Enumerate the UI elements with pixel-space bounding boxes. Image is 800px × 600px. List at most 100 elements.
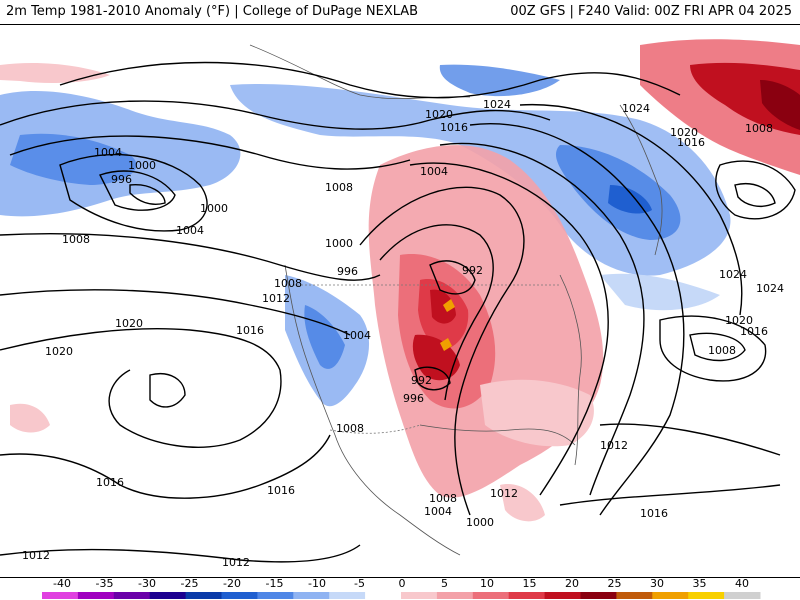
isobar-1020-pacific — [0, 328, 282, 448]
gulf-coastline — [419, 424, 576, 446]
isobar-1016-north — [9, 135, 411, 170]
cold-anomaly-arctic — [439, 64, 560, 97]
colorbar-swatch — [149, 592, 187, 599]
colorbar-swatch — [221, 592, 258, 599]
colorbar-swatch — [688, 592, 725, 599]
colorbar-swatch — [293, 592, 330, 599]
isobar-996-trough — [379, 224, 494, 401]
anomaly-fill-layer — [0, 39, 800, 522]
isobar-label: 1008 — [429, 492, 457, 505]
isobar-1004-aleutian — [59, 153, 208, 232]
colorbar-swatch — [185, 592, 222, 599]
colorbar-swatch — [580, 592, 617, 599]
warm-anomaly-caribbean — [500, 484, 545, 522]
isobar-1020-pacific-high — [149, 373, 186, 408]
isobar-label: 1008 — [745, 122, 773, 135]
isobar-1020-atlantic — [599, 423, 781, 456]
anomaly-map: 1004 1000 996 1000 1004 1008 1020 1016 1… — [0, 24, 800, 578]
isobar-label: 1000 — [466, 516, 494, 529]
isobar-label: 1016 — [440, 121, 468, 134]
isobar-label: 996 — [403, 392, 424, 405]
colorbar-tick-label: 35 — [693, 577, 707, 590]
colorbar-tick-label: -40 — [53, 577, 71, 590]
isobar-label: 1016 — [236, 324, 264, 337]
isobar-label: 1000 — [128, 159, 156, 172]
colorbar-swatch — [77, 592, 115, 599]
extreme-warm-spot-north — [443, 299, 455, 312]
isobar-992-north-atlantic — [715, 160, 796, 220]
isobar-992-low-north — [429, 260, 476, 295]
isobar-1016-pacific — [0, 434, 331, 499]
colorbar-tick-label: 20 — [565, 577, 579, 590]
isobar-label: 1020 — [425, 108, 453, 121]
isobar-label: 1012 — [22, 549, 50, 562]
model-run-info: 00Z GFS | F240 Valid: 00Z FRI APR 04 202… — [510, 4, 792, 19]
isobar-1008-east — [439, 142, 645, 496]
isobar-label: 1012 — [600, 439, 628, 452]
colorbar-tick-label: -5 — [354, 577, 365, 590]
warm-anomaly-plains-core-north — [430, 289, 456, 324]
map-title: 2m Temp 1981-2010 Anomaly (°F) | College… — [6, 4, 419, 19]
colorbar-tick-label: 15 — [523, 577, 537, 590]
colorbar-tick-label: 25 — [608, 577, 622, 590]
warm-anomaly-southeast — [480, 379, 594, 447]
colorbar-tick-label: 0 — [399, 577, 406, 590]
isobar-label: 1012 — [222, 556, 250, 569]
colorbar-swatch — [436, 592, 474, 599]
isobar-label: 996 — [337, 265, 358, 278]
isobar-988-north-atlantic — [734, 183, 776, 207]
isobar-992-low-south — [414, 366, 451, 391]
isobar-label: 1024 — [483, 98, 511, 111]
isobar-label: 1004 — [94, 146, 122, 159]
colorbar-tick-label: -25 — [181, 577, 199, 590]
colorbar-tick-label: -30 — [138, 577, 156, 590]
colorbar-tick-label: 40 — [735, 577, 749, 590]
colorbar-svg: -40 -35 -30 -25 -20 -15 -10 -5 0 5 10 15 20 25 30 35 40 — [42, 577, 761, 599]
isobar-label: 1008 — [708, 344, 736, 357]
isobar-1012-pacific — [0, 289, 351, 336]
colorbar-tick-label: -15 — [266, 577, 284, 590]
isobar-1012-atlantic-low — [659, 315, 767, 382]
isobar-label: 992 — [411, 374, 432, 387]
isobar-1000-aleutian — [99, 170, 176, 211]
atlantic-coastline — [559, 274, 582, 466]
colorbar-tick-label: 10 — [480, 577, 494, 590]
isobar-label: 1004 — [176, 224, 204, 237]
isobar-label: 1020 — [725, 314, 753, 327]
colorbar-swatch — [472, 592, 510, 599]
isobar-1016-east — [519, 103, 743, 316]
isobar-1008-atlantic-low — [689, 332, 746, 362]
isobar-label: 1016 — [267, 484, 295, 497]
colorbar-tick-label: -10 — [308, 577, 326, 590]
colorbar-tick-label: 5 — [441, 577, 448, 590]
isobar-1020-north — [0, 100, 551, 130]
colorbar-swatch — [401, 592, 438, 599]
isobar-label: 1008 — [62, 233, 90, 246]
isobar-1004-east — [409, 162, 609, 496]
colorbar-swatch — [257, 592, 294, 599]
isobar-label: 1012 — [262, 292, 290, 305]
colorbar-swatch — [365, 592, 402, 599]
isobar-1000-trough — [359, 186, 525, 516]
colorbar-swatch — [652, 592, 689, 599]
isobar-label: 1016 — [96, 476, 124, 489]
isobar-996-aleutian — [129, 184, 166, 205]
colorbar-tick-label: -20 — [223, 577, 241, 590]
colorbar-tick-label: 30 — [650, 577, 664, 590]
isobar-1024-north — [59, 61, 681, 99]
isobar-label: 1004 — [424, 505, 452, 518]
isobar-label: 1000 — [325, 237, 353, 250]
warm-anomaly-greenland-core — [690, 62, 800, 135]
isobar-label: 1024 — [622, 102, 650, 115]
isobar-label: 1004 — [420, 165, 448, 178]
isobar-label: 1016 — [677, 136, 705, 149]
isobar-label: 1024 — [719, 268, 747, 281]
cold-anomaly-canada — [230, 84, 731, 276]
anomaly-colorbar: -40 -35 -30 -25 -20 -15 -10 -5 0 5 10 15 20 25 30 35 40 — [0, 577, 800, 600]
isobar-label: 1008 — [336, 422, 364, 435]
isobar-label: 996 — [111, 173, 132, 186]
isobar-label: 1016 — [640, 507, 668, 520]
us-mexico-border — [329, 424, 421, 434]
colorbar-swatch — [113, 592, 151, 599]
